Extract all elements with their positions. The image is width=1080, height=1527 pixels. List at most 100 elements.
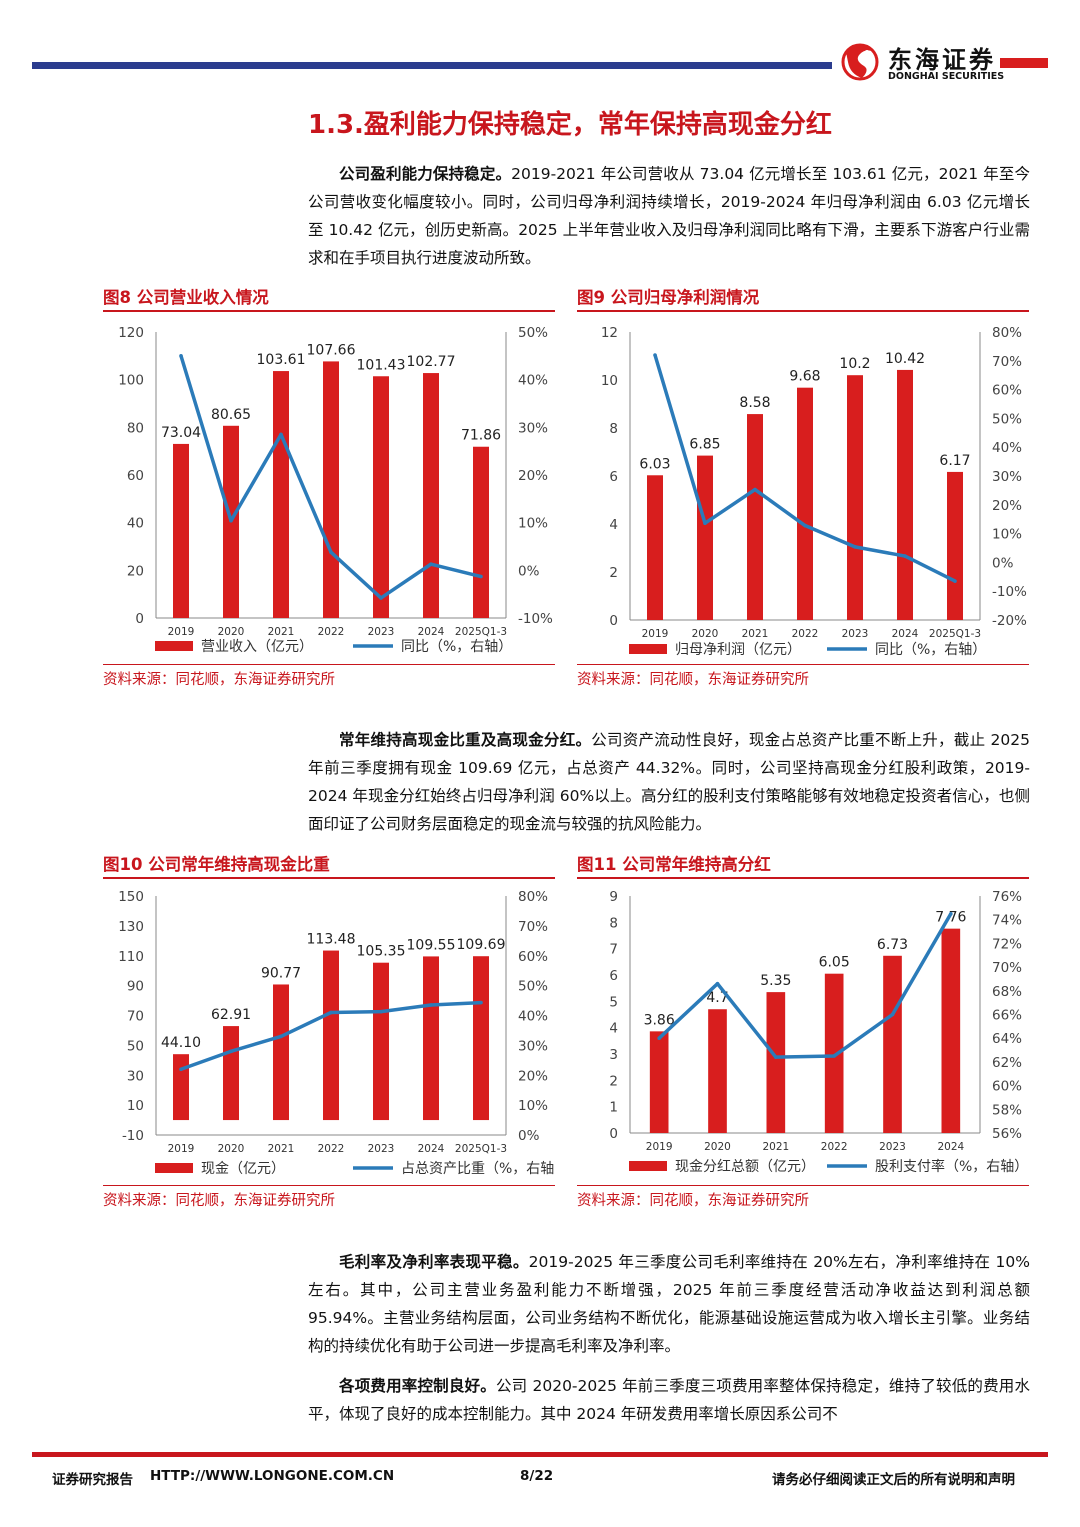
x-tick-label: 2025Q1-3 (455, 626, 507, 638)
left-tick-label: 80 (127, 420, 144, 436)
figure-title-rule (103, 310, 555, 312)
bar (273, 984, 289, 1121)
bar (323, 950, 339, 1121)
x-tick-label: 2021 (268, 626, 295, 638)
logo-english-name: DONGHAI SECURITIES (888, 71, 1005, 82)
legend-line-label: 股利支付率（%，右轴） (875, 1158, 1028, 1175)
right-tick-label: 40% (518, 373, 548, 389)
bar-value-label: 102.77 (407, 354, 456, 370)
right-tick-label: -10% (518, 611, 553, 627)
cash-ratio-chart: -10 10 30 50 70 90 110 130 150 0% 10% 20% 30% 40% 50% 6… (118, 889, 555, 1177)
legend-bar-label: 现金（亿元） (201, 1161, 285, 1177)
line-point (653, 353, 657, 357)
bar-value-label: 4.7 (706, 990, 728, 1006)
line-point (753, 487, 757, 492)
left-tick-label: 6 (609, 469, 618, 485)
x-tick-label: 2022 (821, 1141, 848, 1153)
right-tick-label: 64% (992, 1031, 1022, 1047)
figure-dividend: 图11 公司常年维持高分红 0 1 2 3 4 5 6 7 8 9 56% 58% 60% 62% 64% 6… (577, 851, 1029, 1216)
right-tick-label: 58% (992, 1102, 1022, 1118)
legend-bar-swatch (629, 1161, 667, 1171)
left-tick-label: 30 (127, 1068, 144, 1084)
bar-value-label: 71.86 (461, 428, 501, 444)
left-tick-label: 10 (601, 373, 618, 389)
bar (766, 992, 786, 1133)
left-tick-label: 10 (127, 1098, 144, 1114)
right-tick-label: 0% (518, 1128, 540, 1144)
right-tick-label: 50% (992, 411, 1022, 427)
legend-bar-swatch (629, 644, 667, 654)
legend-bar-label: 营业收入（亿元） (201, 639, 313, 655)
line-point (832, 1054, 836, 1058)
right-tick-label: 56% (992, 1126, 1022, 1142)
figure-source: 资料来源：同花顺，东海证券研究所 (103, 1193, 335, 1209)
line-point (479, 574, 483, 579)
right-tick-label: 80% (518, 889, 548, 905)
x-tick-label: 2019 (168, 1143, 195, 1155)
x-tick-label: 2021 (742, 628, 769, 640)
right-tick-label: 72% (992, 936, 1022, 952)
right-tick-label: 76% (992, 889, 1022, 905)
bar-value-label: 9.68 (789, 369, 820, 385)
left-tick-label: -10 (122, 1128, 144, 1144)
legend-bar-swatch (155, 1163, 193, 1173)
bar (323, 361, 339, 618)
x-tick-label: 2025Q1-3 (455, 1143, 507, 1155)
figure-title: 图8 公司营业收入情况 (103, 288, 269, 307)
right-tick-label: 80% (992, 325, 1022, 341)
left-tick-label: 150 (118, 889, 144, 905)
footer-website-link[interactable]: HTTP://WWW.LONGONE.COM.CN (150, 1468, 395, 1484)
x-tick-label: 2020 (218, 626, 245, 638)
bar-value-label: 6.05 (819, 955, 850, 971)
right-tick-label: 10% (518, 516, 548, 532)
figure-source: 资料来源：同花顺，东海证券研究所 (103, 672, 335, 688)
paragraph-lead: 毛利率及净利率表现平稳。 (339, 1253, 529, 1271)
x-tick-label: 2020 (218, 1143, 245, 1155)
x-tick-label: 2023 (368, 1143, 395, 1155)
left-tick-label: 2 (609, 1073, 618, 1089)
source-rule (577, 664, 1029, 665)
x-tick-label: 2019 (168, 626, 195, 638)
x-tick-label: 2022 (318, 1143, 345, 1155)
dividend-chart: 0 1 2 3 4 5 6 7 8 9 56% 58% 60% 62% 64% 66% 68% 70% 72% 74%… (609, 889, 1028, 1175)
figure-cash-ratio: 图10 公司常年维持高现金比重 -10 10 30 50 70 90 110 130 150 0%… (103, 851, 555, 1216)
figure-title-rule (103, 877, 555, 879)
left-tick-label: 4 (609, 517, 618, 533)
figure-title: 图10 公司常年维持高现金比重 (103, 855, 330, 874)
legend-line-label: 同比（%，右轴） (875, 642, 986, 658)
x-tick-label: 2023 (842, 628, 869, 640)
bar (941, 928, 961, 1133)
bar-value-label: 10.2 (839, 356, 870, 372)
right-tick-label: 70% (992, 354, 1022, 370)
bar (824, 973, 844, 1133)
right-tick-label: 20% (518, 468, 548, 484)
footer-page-number: 8/22 (520, 1468, 554, 1484)
line-point (903, 554, 907, 558)
left-tick-label: 130 (118, 919, 144, 935)
left-tick-label: 1 (609, 1100, 618, 1116)
bar (897, 369, 913, 620)
line-point (429, 562, 433, 566)
left-tick-label: 60 (127, 468, 144, 484)
right-tick-label: 0% (992, 555, 1014, 571)
line-point (703, 521, 707, 526)
bar-value-label: 44.10 (161, 1035, 201, 1051)
line-point (890, 1012, 895, 1017)
line-point (229, 518, 233, 523)
line-point (429, 1003, 433, 1007)
right-tick-label: 50% (518, 325, 548, 341)
left-tick-label: 90 (127, 979, 144, 995)
bar (223, 1026, 239, 1121)
footer-report-type: 证券研究报告 (52, 1472, 133, 1488)
line-point (379, 596, 383, 600)
right-tick-label: 62% (992, 1055, 1022, 1071)
bar (473, 956, 489, 1121)
line-point (715, 981, 720, 986)
bar-value-label: 8.58 (739, 395, 770, 411)
line-point (279, 432, 283, 437)
bar (797, 387, 813, 620)
left-tick-label: 40 (127, 516, 144, 532)
left-tick-label: 0 (135, 611, 144, 627)
left-tick-label: 20 (127, 563, 144, 579)
right-tick-label: 70% (992, 960, 1022, 976)
